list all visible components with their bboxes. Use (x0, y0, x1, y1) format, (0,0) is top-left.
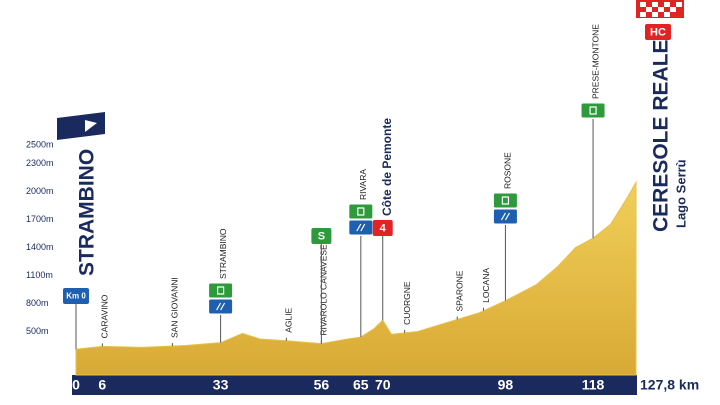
y-tick-label: 1700m (26, 214, 54, 224)
marker-badge (311, 228, 332, 244)
x-tick-label: 6 (98, 377, 106, 393)
marker-badge (645, 24, 671, 40)
place-name: STRAMBINO (218, 228, 228, 279)
sign-icon (357, 207, 365, 216)
x-tick-label: 56 (314, 377, 330, 393)
sign-green (208, 282, 234, 299)
climb-name: Côte de Pemonte (380, 118, 394, 216)
x-tick-label: 33 (213, 377, 229, 393)
marker-label: Km 0 (66, 292, 86, 301)
start-name: STRAMBINO (76, 149, 99, 276)
place-name: LOCANA (481, 268, 491, 303)
y-tick-label: 2500m (26, 139, 54, 149)
place-name: CUORGNE (402, 281, 412, 325)
start-flag (57, 112, 105, 140)
place-name: RIVARA (358, 169, 368, 200)
place-name: CARAVINO (100, 294, 110, 338)
sign-icon (216, 302, 226, 311)
y-tick-label: 2000m (26, 186, 54, 196)
sign-icon (589, 106, 597, 115)
sign-green (492, 192, 518, 209)
sign-blue (208, 298, 234, 315)
y-tick-label: 1100m (26, 270, 53, 280)
marker-label: 4 (380, 222, 387, 234)
x-tick-label: 70 (375, 377, 391, 393)
sign-blue (492, 208, 518, 225)
x-tick-label: 0 (72, 377, 80, 393)
marker-label: HC (650, 26, 666, 38)
x-tick-label: 98 (498, 377, 514, 393)
y-tick-label: 800m (26, 298, 49, 308)
marker-badge (63, 288, 89, 304)
marker-badge (372, 220, 393, 236)
x-tick-label: 118 (582, 377, 605, 393)
place-name: SAN GIOVANNI (170, 277, 180, 338)
start-arrow (85, 120, 97, 132)
place-name: AGLIE (284, 307, 294, 332)
y-tick-label: 2300m (26, 158, 54, 168)
km-bar (72, 375, 637, 395)
finish-subtitle: Lago Serrù (673, 159, 688, 228)
place-name: SPARONE (454, 270, 464, 311)
sign-blue (348, 219, 374, 236)
marker-label: S (318, 230, 325, 242)
x-tick-label: 65 (353, 377, 369, 393)
sign-icon (356, 223, 366, 232)
sign-icon (500, 212, 510, 221)
y-tick-label: 1400m (26, 242, 54, 252)
sign-green (348, 203, 374, 220)
y-tick-label: 500m (26, 326, 49, 336)
finish-name: CERESOLE REALE (650, 39, 673, 232)
sign-icon (217, 286, 225, 295)
place-name: ROSONE (503, 152, 513, 189)
x-tick-label: 127,8 km (640, 377, 699, 393)
sign-green (580, 102, 606, 119)
place-name: PRESE-MONTONE (590, 24, 600, 99)
finish-flag (636, 0, 684, 18)
place-name: RIVAROLO CANAVESE (319, 244, 329, 336)
sign-icon (501, 196, 510, 205)
